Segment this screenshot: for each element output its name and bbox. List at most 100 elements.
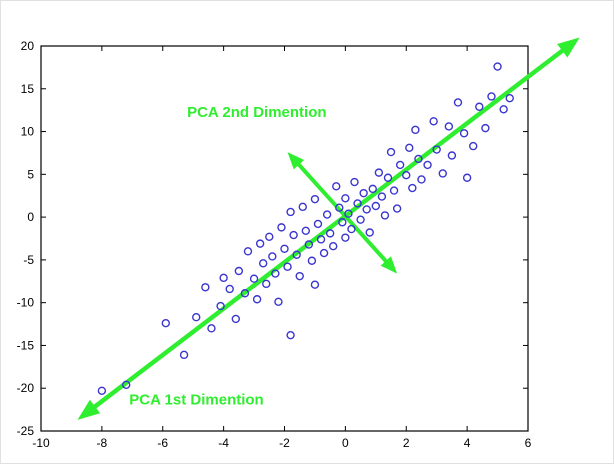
scatter-point — [362, 205, 371, 214]
scatter-point — [280, 244, 289, 253]
x-tick-label: -4 — [218, 436, 229, 450]
scatter-point — [268, 252, 277, 261]
scatter-point — [374, 168, 384, 177]
scatter-point — [462, 173, 472, 182]
x-tick-label: 0 — [342, 436, 349, 450]
scatter-point — [265, 232, 274, 241]
scatter-point — [319, 248, 329, 258]
scatter-point — [325, 229, 335, 238]
scatter-point — [459, 129, 469, 138]
scatter-point — [423, 160, 432, 170]
scatter-point — [347, 224, 356, 234]
scatter-point — [383, 173, 393, 182]
pca2-arrow-shaft — [295, 160, 390, 265]
scatter-point — [201, 283, 210, 292]
pca1-arrowhead-end — [557, 37, 580, 58]
pca2-arrowhead-start — [380, 256, 398, 274]
scatter-point — [274, 297, 283, 307]
scatter-point — [380, 211, 390, 220]
x-tick-label: -6 — [157, 436, 168, 450]
scatter-point — [252, 295, 262, 304]
scatter-point — [344, 209, 353, 218]
scatter-point — [255, 239, 265, 248]
scatter-point — [310, 280, 320, 289]
x-tick-label: 2 — [403, 436, 410, 450]
scatter-point — [371, 201, 381, 211]
y-tick-label: -15 — [17, 338, 35, 352]
scatter-point — [493, 62, 502, 71]
x-tick-label: -10 — [32, 436, 50, 450]
y-tick-label: -25 — [17, 424, 35, 438]
scatter-point — [225, 284, 234, 294]
scatter-point — [392, 204, 402, 213]
scatter-point — [310, 194, 320, 204]
scatter-point — [207, 324, 216, 333]
y-tick-label: -20 — [17, 381, 35, 395]
pca2-label: PCA 2nd Dimention — [187, 104, 326, 121]
scatter-point — [414, 154, 423, 164]
scatter-point — [365, 228, 374, 237]
scatter-point — [97, 386, 107, 395]
scatter-point — [301, 226, 311, 236]
scatter-point — [240, 289, 250, 298]
scatter-point — [243, 247, 253, 256]
scatter-point — [289, 230, 298, 240]
pca1-arrow-shaft — [90, 46, 568, 412]
scatter-point — [332, 182, 341, 191]
y-tick-label: 20 — [21, 39, 35, 53]
scatter-point — [341, 194, 350, 203]
scatter-point — [286, 207, 295, 217]
scatter-point — [402, 170, 411, 180]
scatter-point — [219, 273, 228, 283]
scatter-point — [341, 233, 350, 242]
y-tick-label: 5 — [27, 167, 34, 181]
scatter-point — [386, 147, 396, 157]
scatter-point — [438, 169, 447, 178]
scatter-point — [249, 274, 259, 283]
scatter-point — [283, 262, 292, 271]
scatter-point — [359, 188, 368, 198]
scatter-point — [405, 143, 414, 153]
scatter-point — [429, 117, 438, 126]
scatter-point — [234, 266, 244, 276]
x-tick-label: -8 — [97, 436, 108, 450]
scatter-point — [505, 93, 514, 103]
scatter-point — [122, 380, 131, 389]
scatter-point — [453, 98, 463, 107]
scatter-point — [338, 218, 347, 227]
scatter-point — [350, 177, 359, 187]
scatter-point — [277, 223, 286, 232]
scatter-point — [499, 105, 508, 114]
scatter-point — [271, 269, 280, 278]
scatter-point — [231, 314, 241, 324]
scatter-point — [368, 184, 377, 194]
scatter-point — [329, 241, 338, 251]
y-tick-label: 15 — [21, 82, 35, 96]
scatter-point — [356, 215, 365, 224]
y-tick-label: -10 — [17, 296, 35, 310]
scatter-point — [307, 256, 317, 265]
scatter-point — [447, 151, 457, 160]
scatter-point — [389, 186, 399, 195]
scatter-point — [304, 240, 314, 249]
scatter-point — [262, 279, 271, 289]
pca1-arrowhead-start — [77, 399, 101, 420]
scatter-point — [481, 123, 490, 133]
scatter-point — [179, 350, 189, 360]
scatter-point — [161, 319, 170, 328]
x-tick-label: 4 — [464, 436, 471, 450]
y-tick-label: 10 — [21, 125, 35, 139]
scatter-point — [286, 330, 295, 340]
scatter-point — [298, 202, 307, 212]
scatter-point — [316, 235, 326, 244]
pca1-label: PCA 1st Dimention — [129, 391, 263, 408]
scatter-point — [292, 250, 301, 259]
scatter-point — [444, 122, 454, 131]
scatter-point — [353, 199, 362, 208]
scatter-point — [395, 160, 405, 170]
scatter-point — [411, 125, 420, 135]
scatter-point — [258, 259, 268, 268]
y-tick-label: -5 — [23, 253, 34, 267]
